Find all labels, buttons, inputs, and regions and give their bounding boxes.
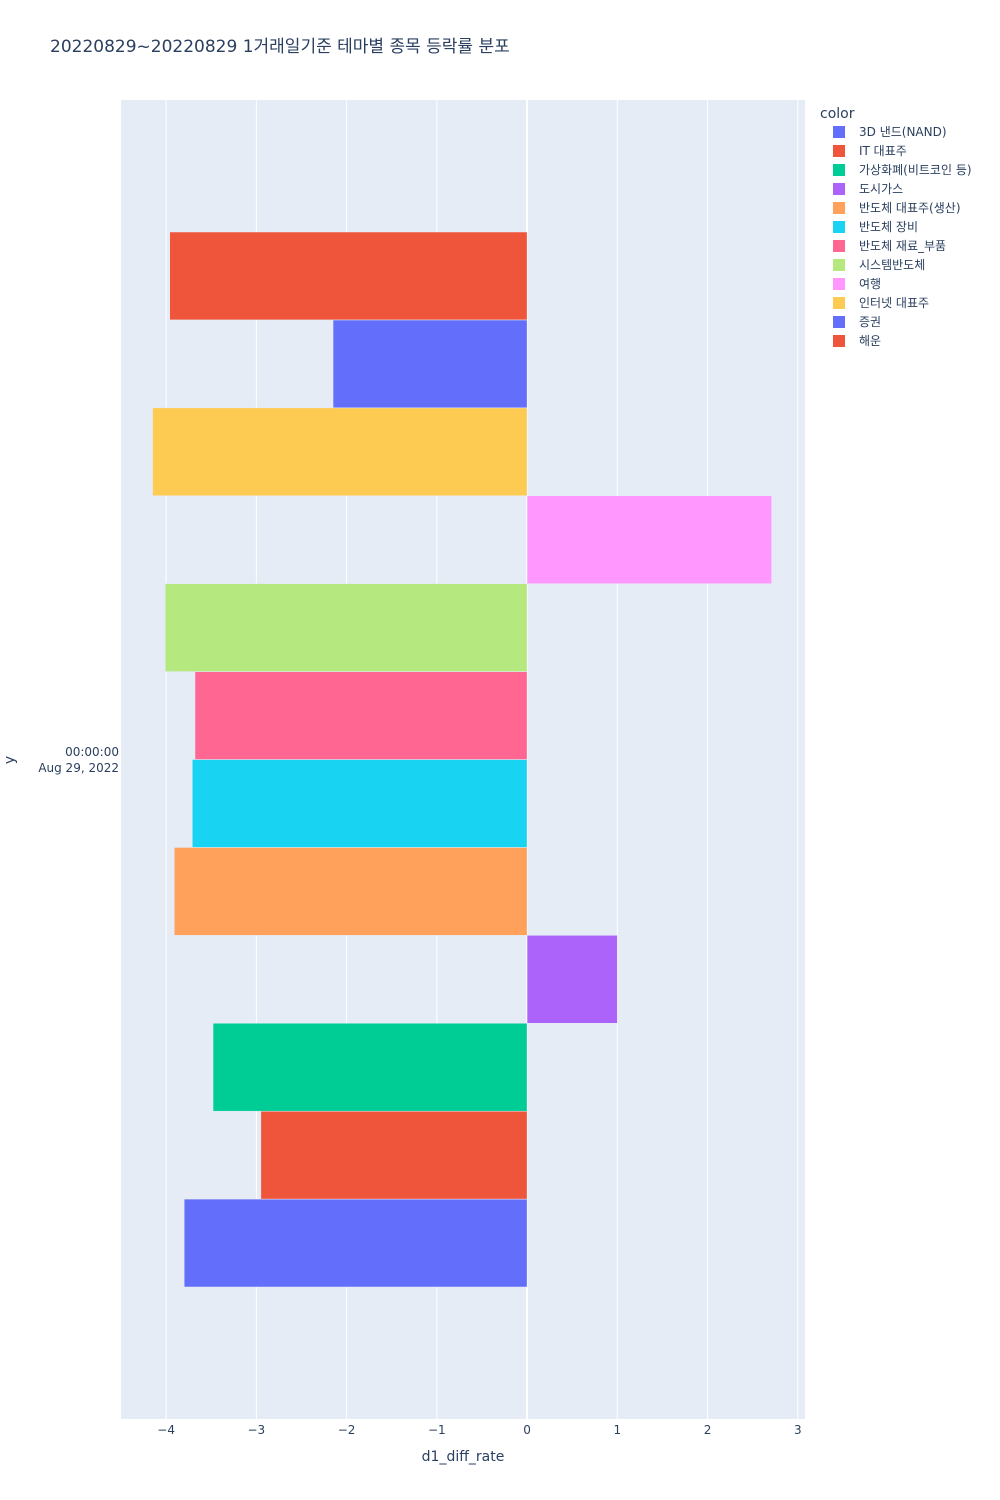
legend-swatch[interactable] [833,335,845,347]
x-axis-title: d1_diff_rate [422,1449,505,1465]
bar[interactable] [173,847,528,936]
legend-title[interactable]: color [820,106,855,122]
bar[interactable] [526,495,772,584]
legend-swatch[interactable] [833,278,845,290]
legend-item-label[interactable]: 여행 [859,276,881,291]
legend-item-label[interactable]: 해운 [859,334,881,348]
legend-swatch[interactable] [833,126,845,138]
x-tick-label: −1 [428,1423,446,1437]
legend-item-label[interactable]: 반도체 대표주(생산) [859,201,961,215]
bar[interactable] [164,583,528,672]
y-tick-label-date: Aug 29, 2022 [38,761,119,775]
legend-swatch[interactable] [833,297,845,309]
y-axis-title: y [2,756,18,764]
x-tick-label: −4 [157,1423,175,1437]
legend-swatch[interactable] [833,240,845,252]
legend-swatch[interactable] [833,183,845,195]
legend-item-label[interactable]: 가상화폐(비트코인 등) [859,163,972,177]
legend-swatch[interactable] [833,316,845,328]
legend-item-label[interactable]: IT 대표주 [859,144,907,158]
bar[interactable] [332,319,528,409]
legend-item-label[interactable]: 시스템반도체 [859,258,925,272]
legend-item-label[interactable]: 도시가스 [859,182,903,196]
y-tick-label-time: 00:00:00 [65,745,119,759]
bar[interactable] [192,759,528,848]
legend-item-label[interactable]: 3D 낸드(NAND) [859,125,947,139]
x-tick-labels: −4 −3 −2 −1 0 1 2 3 [157,1423,801,1437]
legend-swatch[interactable] [833,202,845,214]
legend-item-label[interactable]: 증권 [859,315,881,329]
legend-item-label[interactable]: 인터넷 대표주 [859,296,929,310]
legend-swatch[interactable] [833,259,845,271]
x-tick-label: 1 [613,1423,621,1437]
legend-swatch[interactable] [833,145,845,157]
bar[interactable] [169,231,528,321]
bar[interactable] [260,1110,528,1200]
chart-title: 20220829~20220829 1거래일기준 테마별 종목 등락률 분포 [50,37,510,57]
legend-item-label[interactable]: 반도체 재료_부품 [859,239,946,253]
legend-swatch[interactable] [833,221,845,233]
bar[interactable] [194,671,528,760]
bar[interactable] [526,935,618,1024]
x-tick-label: 3 [794,1423,802,1437]
bars [152,231,772,1288]
bar[interactable] [183,1198,528,1288]
x-tick-label: 2 [704,1423,712,1437]
legend-item-label[interactable]: 반도체 장비 [859,220,918,234]
x-tick-label: −2 [338,1423,356,1437]
bar[interactable] [212,1023,528,1112]
bar[interactable] [152,407,528,497]
x-tick-label: 0 [523,1423,531,1437]
legend-swatch[interactable] [833,164,845,176]
x-tick-label: −3 [248,1423,266,1437]
